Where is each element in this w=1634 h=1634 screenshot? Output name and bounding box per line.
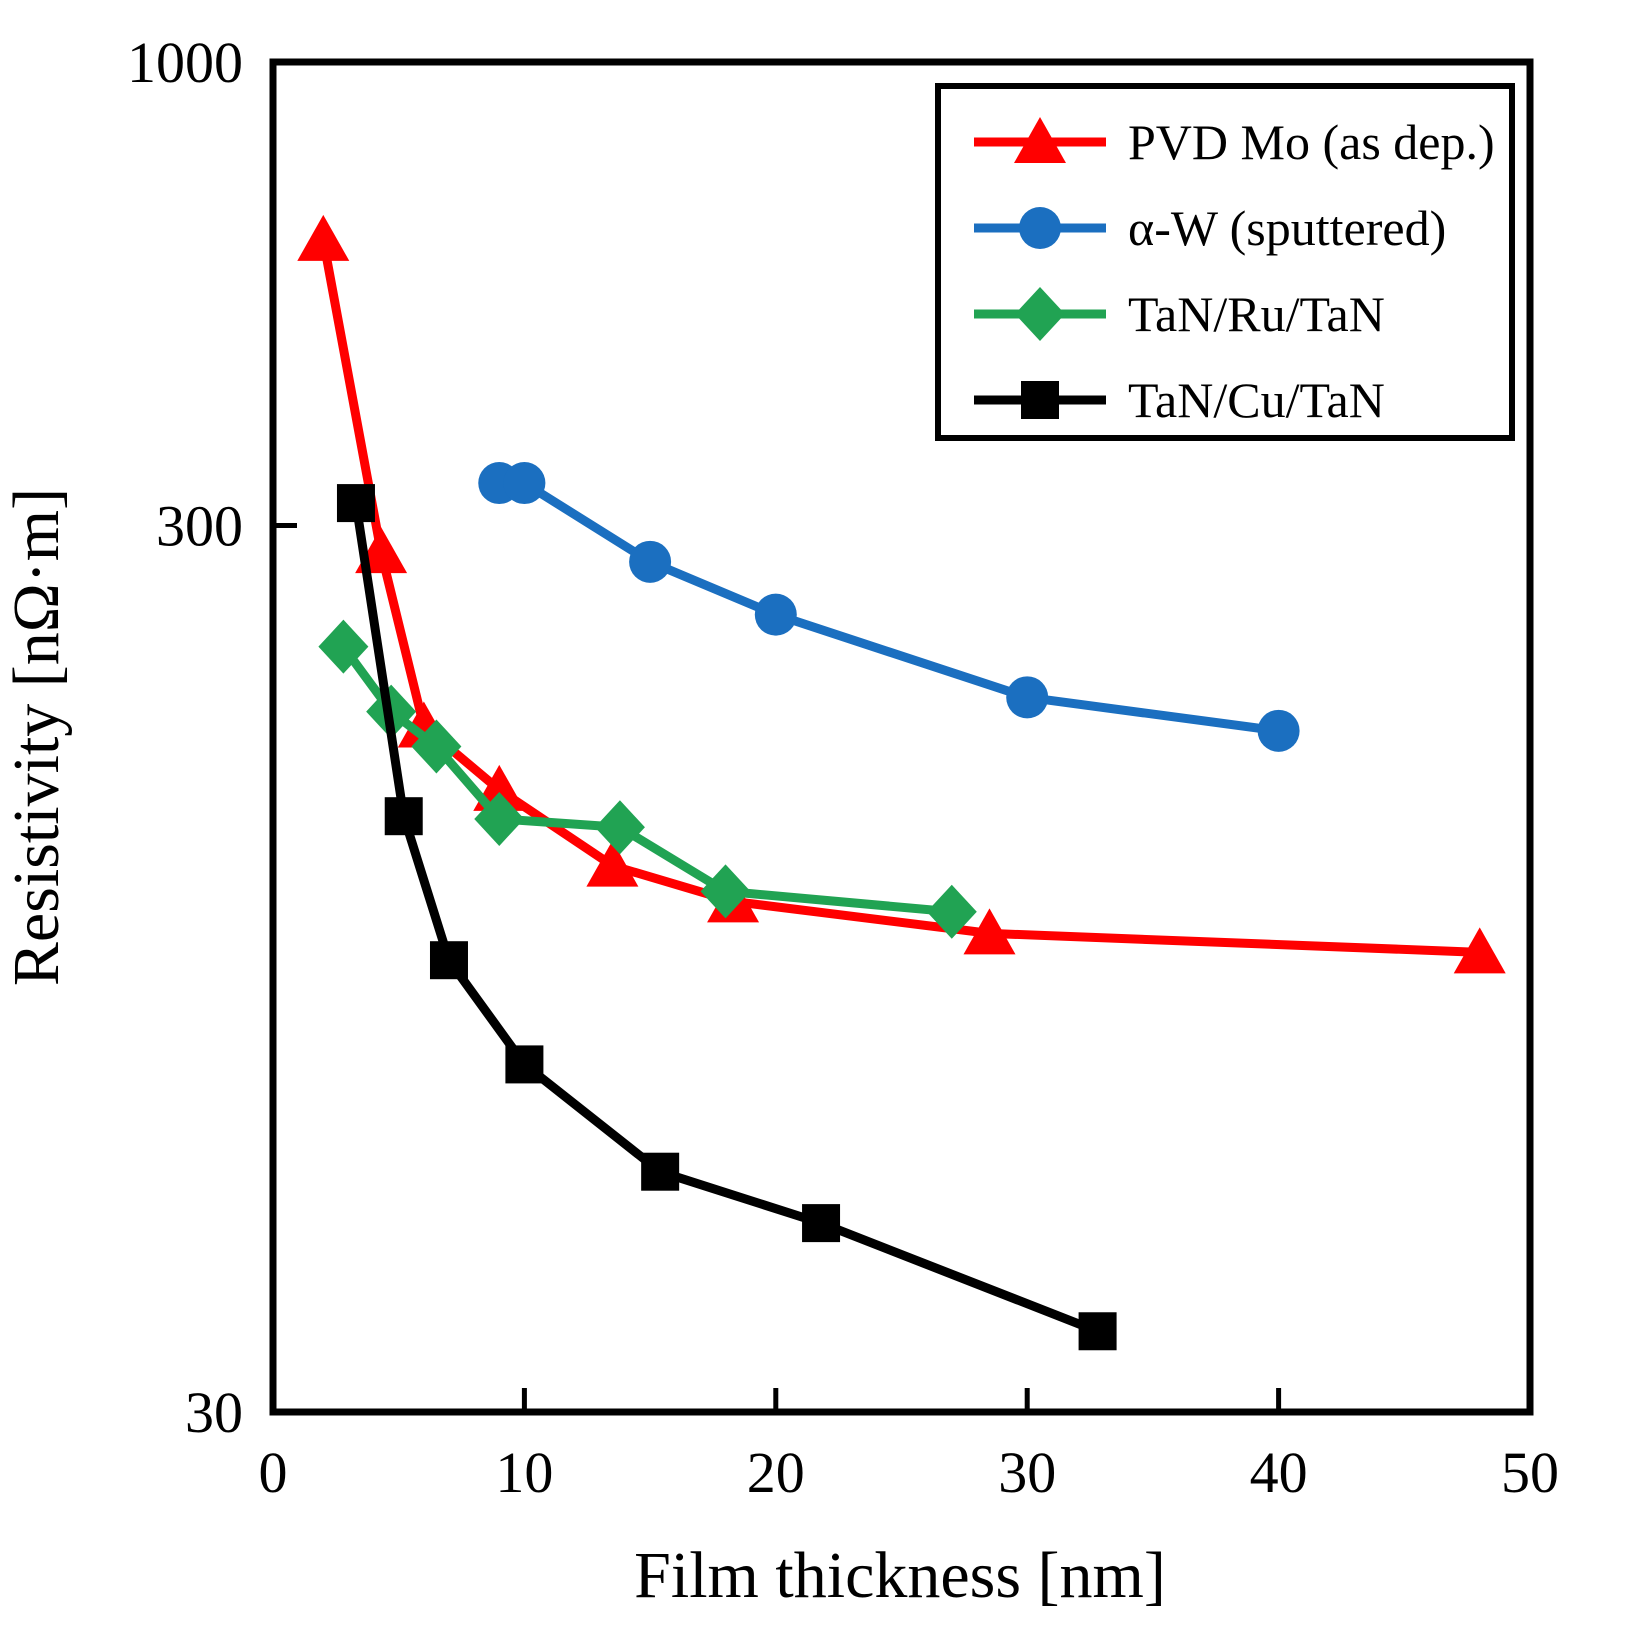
y-axis-title: Resistivity [nΩ·m]	[0, 488, 73, 986]
legend-entry-0: PVD Mo (as dep.)	[974, 114, 1495, 170]
square-marker	[641, 1152, 680, 1191]
legend-label: α-W (sputtered)	[1128, 200, 1446, 256]
diamond-marker	[1015, 287, 1065, 341]
x-tick-label: 50	[1501, 1440, 1559, 1505]
legend-label: TaN/Cu/TaN	[1128, 372, 1385, 428]
square-marker	[1078, 1312, 1117, 1351]
circle-marker	[629, 540, 672, 583]
square-marker	[384, 797, 423, 836]
x-axis-title: Film thickness [nm]	[634, 1539, 1166, 1612]
circle-marker	[1019, 207, 1061, 249]
square-marker	[505, 1045, 544, 1084]
legend-label: TaN/Ru/TaN	[1128, 286, 1385, 342]
triangle-marker	[963, 908, 1016, 955]
diamond-marker	[474, 791, 525, 846]
y-tick-label: 300	[156, 494, 243, 559]
square-marker	[1021, 381, 1059, 419]
square-marker	[336, 484, 375, 523]
circle-marker	[1257, 709, 1300, 752]
circle-marker	[1006, 676, 1049, 719]
diamond-marker	[700, 864, 751, 919]
diamond-marker	[926, 884, 977, 939]
axis-ticks	[273, 523, 1282, 1412]
triangle-marker	[1014, 117, 1066, 163]
triangle-marker	[1453, 927, 1506, 974]
x-tick-label: 10	[495, 1440, 553, 1505]
legend-entry-3: TaN/Cu/TaN	[974, 372, 1385, 428]
square-marker	[429, 941, 468, 980]
series-line	[494, 478, 1284, 736]
diamond-marker	[594, 800, 645, 855]
legend-box: PVD Mo (as dep.) α-W (sputtered) TaN/Ru/Ta…	[935, 83, 1515, 441]
x-tick-label: 40	[1250, 1440, 1308, 1505]
y-tick-label: 1000	[127, 30, 243, 95]
x-tick-label: 0	[259, 1440, 288, 1505]
series-1	[478, 462, 1300, 752]
legend-entry-1: α-W (sputtered)	[974, 200, 1446, 256]
legend-label: PVD Mo (as dep.)	[1128, 114, 1495, 170]
circle-marker	[754, 593, 797, 636]
triangle-marker	[586, 840, 639, 887]
square-marker	[802, 1204, 841, 1243]
data-series	[297, 214, 1506, 1351]
series-3	[336, 484, 1117, 1351]
diamond-marker	[318, 619, 369, 674]
y-tick-label: 30	[185, 1380, 243, 1445]
tick-labels: 0 10 20 30 40 50 30 300 1000	[127, 30, 1559, 1505]
diamond-marker	[411, 719, 462, 774]
triangle-marker	[297, 214, 350, 261]
circle-marker	[503, 462, 546, 505]
x-tick-label: 30	[998, 1440, 1056, 1505]
series-2	[318, 619, 977, 939]
x-tick-label: 20	[747, 1440, 805, 1505]
legend-entry-2: TaN/Ru/TaN	[974, 286, 1385, 342]
plot-frame	[269, 58, 1534, 1416]
